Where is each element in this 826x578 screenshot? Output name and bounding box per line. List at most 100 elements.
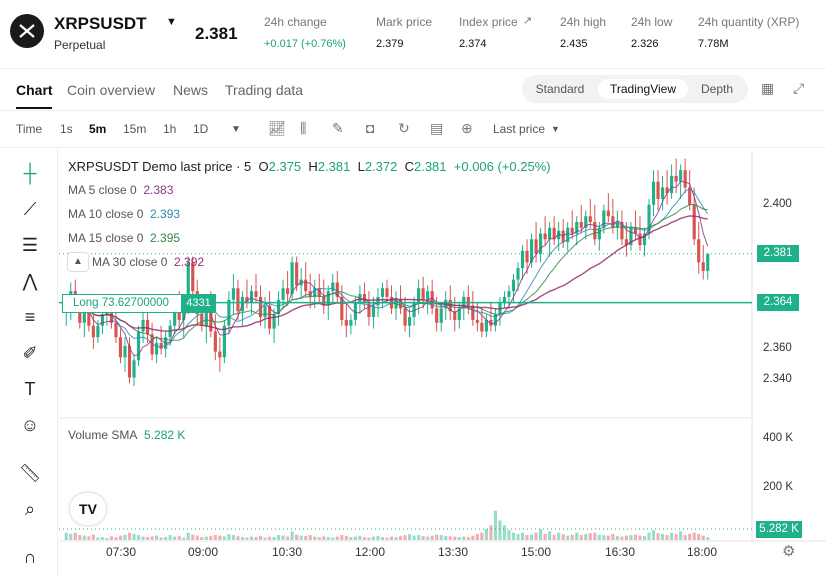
- candle-body: [539, 233, 543, 254]
- position-qty[interactable]: 4331: [181, 293, 216, 313]
- external-link-icon[interactable]: ↗: [523, 15, 533, 27]
- ruler-icon[interactable]: 📏︎: [18, 463, 42, 483]
- tab-chart[interactable]: Chart: [16, 82, 53, 98]
- volume-bar: [182, 537, 186, 540]
- volume-bar: [489, 525, 493, 540]
- candle-body: [457, 308, 461, 320]
- volume-bar: [240, 537, 245, 540]
- volume-bar: [168, 535, 172, 540]
- camera-icon[interactable]: ◘: [366, 120, 375, 136]
- trend-line-icon[interactable]: ⟋: [23, 199, 37, 219]
- fullscreen-icon[interactable]: ⤢: [793, 80, 805, 96]
- volume-bar: [105, 538, 109, 540]
- interval-15m[interactable]: 15m: [123, 122, 147, 136]
- interval-1h[interactable]: 1h: [163, 122, 177, 136]
- interval-dropdown-icon[interactable]: ▼: [231, 124, 241, 135]
- volume-bar: [136, 535, 141, 540]
- position-line-label[interactable]: Long 73.62700000: [62, 293, 182, 313]
- volume-bar: [534, 532, 538, 540]
- chart-toolbar: Time 1s 5m 15m 1h 1D ▼ 📈︎ ⫼ ✎ ◘ ↻ ▤ ⊕ La…: [0, 110, 826, 148]
- candle-body: [186, 262, 190, 306]
- volume-bar: [245, 537, 249, 540]
- brush-icon[interactable]: ✐: [22, 343, 38, 363]
- volume-bar: [204, 536, 208, 540]
- draw-pencil-icon[interactable]: ✎: [332, 120, 344, 136]
- zoom-in-icon[interactable]: ⌕: [24, 499, 36, 519]
- volume-bar: [647, 532, 651, 540]
- view-tradingview[interactable]: TradingView: [598, 79, 688, 99]
- volume-bar: [73, 532, 77, 540]
- fib-icon[interactable]: ≡: [24, 307, 36, 327]
- interval-1d[interactable]: 1D: [193, 122, 209, 136]
- stat-value: 2.374: [459, 38, 487, 50]
- candle-body: [258, 296, 263, 318]
- price-type-dropdown-icon[interactable]: ▼: [551, 124, 560, 134]
- settings-gear-icon[interactable]: ⚙: [782, 543, 796, 560]
- magnet-icon[interactable]: ∩: [23, 547, 37, 567]
- reset-icon[interactable]: ↻: [398, 120, 410, 136]
- volume-bar: [557, 532, 561, 540]
- add-icon[interactable]: ⊕: [461, 120, 473, 136]
- collapse-legend-icon[interactable]: ▲: [67, 252, 89, 272]
- volume-bar: [353, 536, 357, 540]
- candle-body: [475, 319, 479, 323]
- volume-bar: [249, 536, 254, 540]
- candle-body: [331, 282, 335, 292]
- candle-body: [254, 291, 258, 297]
- tab-coin-overview[interactable]: Coin overview: [67, 82, 155, 98]
- volume-bar: [213, 535, 217, 540]
- candle-body: [267, 305, 272, 329]
- candle-body: [218, 351, 222, 358]
- candle-type-icon[interactable]: ⫼: [300, 120, 307, 136]
- volume-bar: [692, 532, 696, 540]
- legend-title: XRPSUSDT Demo last price: [68, 159, 233, 174]
- candle-body: [276, 299, 281, 315]
- tab-news[interactable]: News: [173, 82, 209, 98]
- symbol-name[interactable]: XRPSUSDT: [54, 14, 147, 33]
- price-type-select[interactable]: Last price: [493, 122, 546, 136]
- candle-body: [484, 319, 488, 332]
- tabs-bar: Chart Coin overview News Trading data St…: [0, 68, 826, 110]
- candle-body: [87, 311, 91, 326]
- volume-bar: [439, 535, 443, 540]
- view-depth[interactable]: Depth: [700, 82, 734, 96]
- volume-bar: [611, 533, 615, 540]
- crosshair-icon[interactable]: ┼: [23, 163, 37, 183]
- candle-body: [349, 319, 353, 326]
- volume-bar: [96, 537, 100, 540]
- candle-body: [286, 288, 290, 295]
- candle-body: [362, 294, 366, 303]
- indicator-icon[interactable]: 📈︎: [268, 120, 286, 136]
- grid-layout-icon[interactable]: ▦: [761, 80, 775, 96]
- legend-change: +0.006 (+0.25%): [453, 159, 551, 174]
- volume-bar: [597, 534, 601, 540]
- tradingview-logo-icon[interactable]: TV: [70, 493, 106, 525]
- volume-bar: [326, 537, 330, 540]
- horizontal-lines-icon[interactable]: ☰: [21, 235, 39, 255]
- pattern-icon[interactable]: ⋀: [22, 271, 38, 291]
- emoji-icon[interactable]: ☺: [20, 415, 40, 435]
- volume-bar: [299, 535, 303, 540]
- interval-1s[interactable]: 1s: [60, 122, 73, 136]
- volume-bar: [408, 534, 412, 540]
- tab-trading-data[interactable]: Trading data: [225, 82, 304, 98]
- candle-body: [453, 311, 457, 320]
- time-axis-tick: 13:30: [438, 545, 469, 559]
- volume-bar: [313, 536, 317, 540]
- volume-bar: [371, 536, 376, 540]
- volume-bar: [349, 537, 353, 540]
- candle-body: [100, 314, 104, 326]
- calendar-icon[interactable]: ▤: [430, 120, 444, 136]
- text-tool-icon[interactable]: T: [24, 379, 36, 399]
- volume-bar: [164, 537, 168, 540]
- interval-5m[interactable]: 5m: [89, 122, 107, 136]
- candle-body: [439, 308, 443, 323]
- candle-body: [588, 216, 592, 223]
- volume-bar: [466, 537, 470, 540]
- last-price: 2.381: [195, 24, 238, 43]
- volume-bar: [484, 528, 488, 540]
- volume-bar: [688, 533, 692, 540]
- view-standard[interactable]: Standard: [535, 82, 585, 96]
- symbol-dropdown-icon[interactable]: ▼: [166, 16, 177, 28]
